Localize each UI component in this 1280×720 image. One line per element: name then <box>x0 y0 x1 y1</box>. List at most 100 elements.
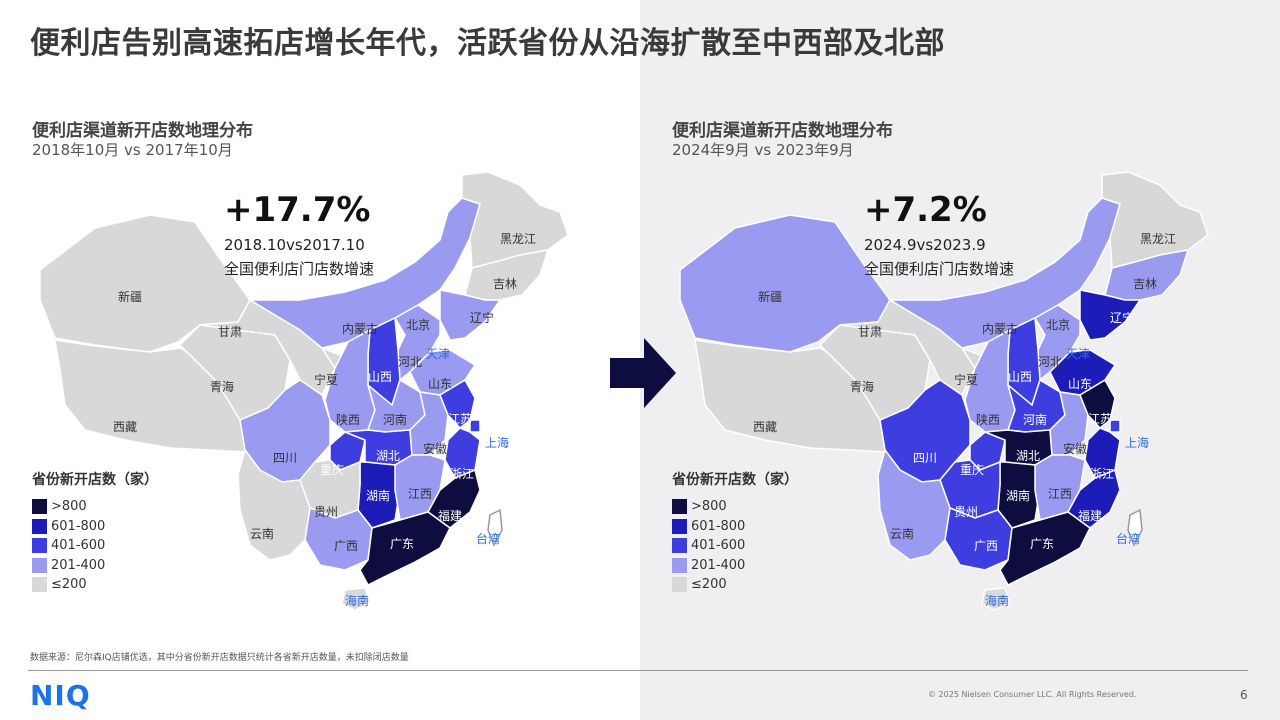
province-label: 陕西 <box>976 412 1000 427</box>
province-label: 安徽 <box>1063 441 1087 456</box>
province-label: 贵州 <box>954 505 978 519</box>
province-辽宁 <box>439 289 502 341</box>
province-浙江 <box>1084 427 1121 479</box>
province-label: 广东 <box>1030 537 1054 551</box>
province-label: 湖南 <box>1006 488 1030 503</box>
province-label: 西藏 <box>753 420 777 434</box>
province-label: 台湾 <box>476 531 500 546</box>
province-浙江 <box>444 427 481 479</box>
legend-swatch <box>32 538 47 554</box>
legend-swatch <box>32 499 47 515</box>
legend-item: 601-800 <box>672 517 798 537</box>
legend-swatch <box>672 499 687 515</box>
province-label: 青海 <box>210 379 234 394</box>
province-内蒙古 <box>887 197 1121 349</box>
legend-label: 201-400 <box>51 557 106 573</box>
niq-logo: NIQ <box>30 679 91 712</box>
growth-period: 2018.10vs2017.10 <box>224 236 365 254</box>
legend-swatch <box>672 518 687 534</box>
province-上海 <box>1109 419 1121 433</box>
province-label: 宁夏 <box>314 372 338 387</box>
growth-rate: +7.2% <box>864 190 987 230</box>
province-label: 黑龙江 <box>1140 232 1176 246</box>
province-台湾 <box>1127 508 1143 547</box>
province-label: 四川 <box>913 451 937 465</box>
province-label: 宁夏 <box>954 372 978 387</box>
legend-swatch <box>32 518 47 534</box>
province-label: 山东 <box>1068 377 1092 391</box>
province-内蒙古 <box>247 197 481 349</box>
province-云南 <box>237 448 311 561</box>
growth-label: 全国便利店门店数增速 <box>864 260 1015 278</box>
legend-label: 401-600 <box>51 538 106 554</box>
province-label: 上海 <box>485 435 509 450</box>
province-label: 黑龙江 <box>500 232 536 246</box>
province-label: 广西 <box>974 539 998 553</box>
province-label: 福建 <box>438 508 462 523</box>
map-panel-2018: 便利店渠道新开店数地理分布 2018年10月 vs 2017年10月 新疆西藏 青… <box>32 121 569 611</box>
province-label: 上海 <box>1125 435 1149 450</box>
province-label: 吉林 <box>1133 277 1157 291</box>
legend-label: 401-600 <box>691 538 746 554</box>
province-label: 吉林 <box>493 277 517 291</box>
province-label: 新疆 <box>118 289 142 304</box>
footer-divider <box>28 670 1248 671</box>
map-subtitle: 2018年10月 vs 2017年10月 <box>32 141 233 159</box>
province-黑龙江 <box>461 171 569 269</box>
province-label: 四川 <box>273 451 297 465</box>
province-label: 湖北 <box>376 448 400 463</box>
province-label: 山东 <box>428 377 452 391</box>
province-label: 河北 <box>1038 355 1062 369</box>
legend-item: 401-600 <box>32 536 158 556</box>
legend-item: 201-400 <box>672 556 798 576</box>
province-label: 浙江 <box>1090 467 1114 481</box>
legend-label: 201-400 <box>691 557 746 573</box>
province-label: 山西 <box>1008 370 1032 384</box>
province-label: 贵州 <box>314 505 338 519</box>
map-title: 便利店渠道新开店数地理分布 <box>32 121 253 141</box>
province-label: 江西 <box>1048 487 1072 501</box>
province-黑龙江 <box>1101 171 1209 269</box>
province-label: 重庆 <box>320 463 344 477</box>
province-label: 西藏 <box>113 420 137 434</box>
province-label: 安徽 <box>423 441 447 456</box>
province-label: 云南 <box>250 526 274 541</box>
province-label: 广东 <box>390 537 414 551</box>
province-辽宁 <box>1079 289 1142 341</box>
province-label: 江西 <box>408 487 432 501</box>
province-label: 北京 <box>406 318 430 332</box>
province-label: 青海 <box>850 379 874 394</box>
legend-swatch <box>32 577 47 593</box>
province-label: 河南 <box>1023 412 1047 427</box>
province-label: 新疆 <box>758 289 782 304</box>
map-panel-2024: 便利店渠道新开店数地理分布 2024年9月 vs 2023年9月 新疆 西藏 青海 甘… <box>640 0 1280 720</box>
province-label: 湖北 <box>1016 448 1040 463</box>
page-title: 便利店告别高速拓店增长年代，活跃省份从沿海扩散至中西部及北部 <box>30 26 945 61</box>
legend-label: 601-800 <box>691 518 746 534</box>
province-label: 江苏 <box>448 412 472 426</box>
legend-label: >800 <box>51 499 87 515</box>
province-label: 陕西 <box>336 412 360 427</box>
province-label: 内蒙古 <box>982 321 1018 336</box>
province-label: 福建 <box>1078 508 1102 523</box>
legend-item: >800 <box>32 497 158 517</box>
province-label: 江苏 <box>1088 412 1112 426</box>
copyright: © 2025 Nielsen Consumer LLC. All Rights … <box>928 690 1137 699</box>
map-subtitle: 2024年9月 vs 2023年9月 <box>672 141 854 159</box>
province-label: 浙江 <box>450 467 474 481</box>
growth-label: 全国便利店门店数增速 <box>224 260 375 278</box>
province-label: 海南 <box>985 593 1009 608</box>
province-海南 <box>981 587 1011 611</box>
data-source: 数据来源：尼尔森IQ店铺优选，其中分省份新开店数据只统计各省新开店数量，未扣除闭… <box>30 653 409 663</box>
province-label: 甘肃 <box>218 325 242 339</box>
province-台湾 <box>487 508 503 547</box>
province-label: 山西 <box>368 370 392 384</box>
province-label: 湖南 <box>366 488 390 503</box>
legend-item: >800 <box>672 497 798 517</box>
province-label: 内蒙古 <box>342 321 378 336</box>
province-label: 天津 <box>426 347 450 361</box>
province-label: 台湾 <box>1116 531 1140 546</box>
legend-item: 201-400 <box>32 556 158 576</box>
